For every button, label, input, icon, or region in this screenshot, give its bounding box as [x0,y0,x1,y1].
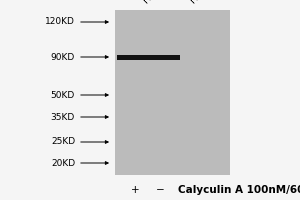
Text: 35KD: 35KD [51,112,75,121]
Text: 20KD: 20KD [51,158,75,168]
Bar [115,10,230,175]
Text: 90KD: 90KD [51,52,75,62]
Text: +: + [131,185,139,195]
Text: −: − [156,185,164,195]
Text: HepG2: HepG2 [141,0,173,5]
Text: Calyculin A 100nM/60min: Calyculin A 100nM/60min [178,185,300,195]
Text: 120KD: 120KD [45,18,75,26]
Bar [117,54,180,60]
Text: HepG2: HepG2 [188,0,220,5]
Text: 25KD: 25KD [51,138,75,146]
Text: 50KD: 50KD [51,90,75,99]
